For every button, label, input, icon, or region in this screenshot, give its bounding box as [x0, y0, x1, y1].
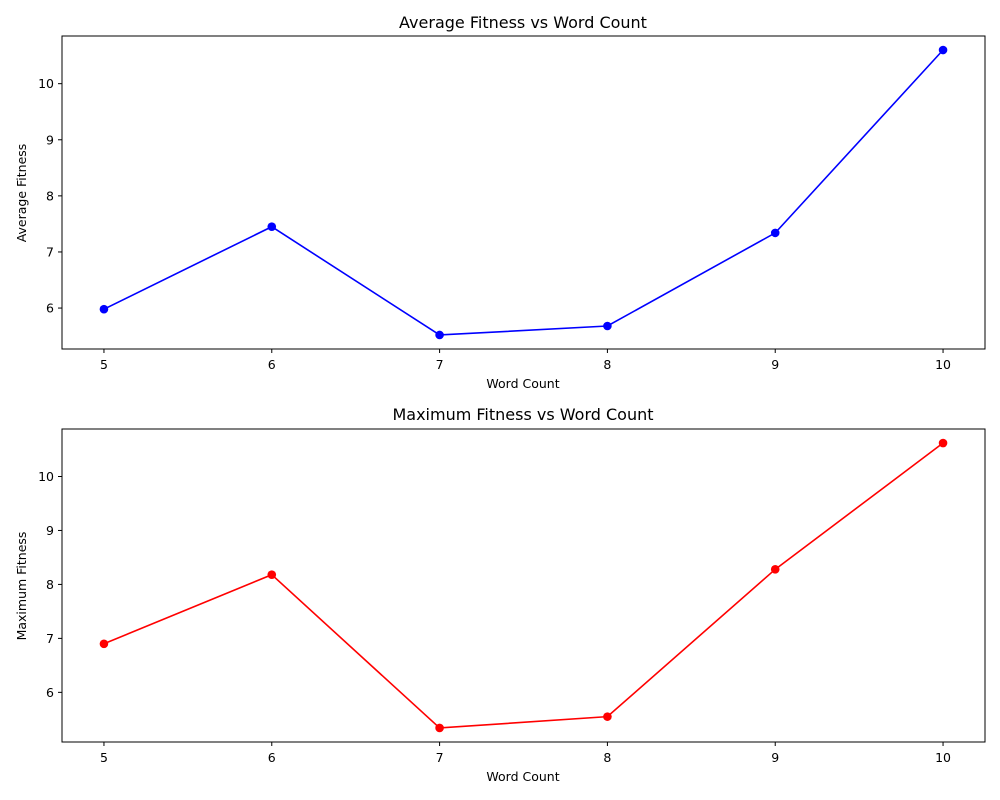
axes-frame — [61, 35, 986, 350]
data-point — [770, 565, 780, 574]
y-tick-label: 10 — [38, 469, 54, 484]
y-tick-label: 10 — [38, 76, 54, 91]
y-tick-label: 8 — [46, 577, 54, 592]
y-axis-label: Average Fitness — [14, 144, 29, 243]
x-tick-label: 5 — [100, 750, 108, 765]
x-tick-label: 10 — [935, 357, 951, 372]
y-tick-label: 7 — [46, 244, 54, 259]
plot-area: 5 6 7 8 9 10 6 7 8 9 10 — [38, 428, 986, 765]
data-point — [938, 438, 948, 448]
x-tick-label: 8 — [603, 357, 611, 372]
x-tick-label: 9 — [771, 750, 779, 765]
chart-title: Maximum Fitness vs Word Count — [392, 405, 653, 424]
subplot-average-fitness: Average Fitness vs Word Count Word Count… — [14, 13, 986, 391]
series-line — [103, 442, 944, 729]
data-point — [435, 330, 444, 340]
x-tick-label: 5 — [100, 357, 108, 372]
x-tick-label: 10 — [935, 750, 951, 765]
data-point — [435, 723, 444, 733]
y-tick-label: 9 — [46, 523, 54, 538]
x-tick-label: 7 — [436, 357, 444, 372]
data-point — [99, 304, 109, 314]
x-tick-label: 6 — [268, 750, 276, 765]
y-axis-label: Maximum Fitness — [14, 532, 29, 641]
y-tick-label: 6 — [46, 685, 54, 700]
x-axis-label: Word Count — [486, 769, 559, 784]
y-tick-label: 7 — [46, 631, 54, 646]
data-point — [99, 639, 109, 649]
data-point — [267, 222, 277, 232]
x-tick-label: 8 — [603, 750, 611, 765]
data-point — [603, 321, 612, 331]
data-point — [770, 228, 780, 238]
axes-frame — [61, 428, 986, 743]
x-tick-label: 6 — [268, 357, 276, 372]
y-tick-label: 8 — [46, 188, 54, 203]
chart-title: Average Fitness vs Word Count — [399, 13, 647, 32]
data-point — [603, 712, 612, 721]
subplot-maximum-fitness: Maximum Fitness vs Word Count Word Count… — [14, 405, 986, 784]
y-tick-label: 6 — [46, 301, 54, 316]
series-line — [103, 49, 944, 336]
y-tick-label: 9 — [46, 132, 54, 147]
x-tick-label: 7 — [436, 750, 444, 765]
plot-area: 5 6 7 8 9 10 6 7 8 9 10 — [38, 35, 986, 372]
x-tick-label: 9 — [771, 357, 779, 372]
data-point — [938, 45, 948, 55]
data-point — [267, 570, 277, 580]
x-axis-label: Word Count — [486, 376, 559, 391]
